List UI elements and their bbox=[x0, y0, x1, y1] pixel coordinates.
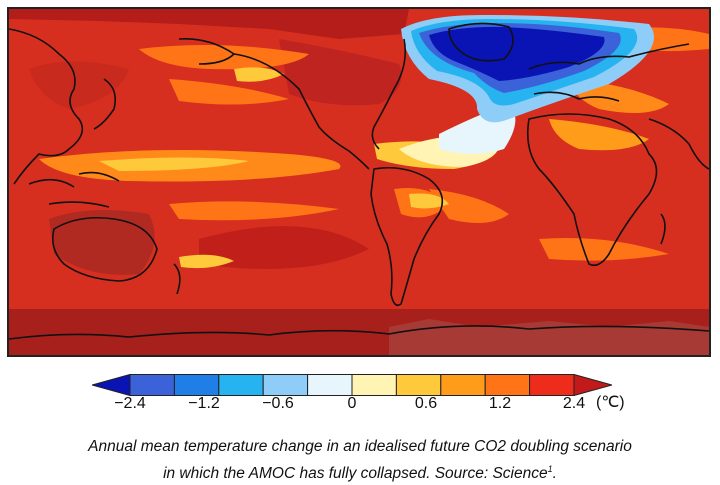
coastline-east-asia bbox=[9, 28, 84, 185]
temperature-map bbox=[7, 7, 711, 357]
cooling-pool-core bbox=[429, 26, 605, 81]
coastline-australia bbox=[51, 216, 158, 282]
coastline-arabia-india bbox=[648, 118, 709, 170]
orange-patch-africa-north bbox=[549, 119, 649, 151]
colorbar-segment bbox=[262, 374, 309, 396]
colorbar-segment bbox=[218, 374, 264, 396]
colorbar-tick-label: 0.6 bbox=[414, 395, 438, 412]
coastline-madagascar bbox=[660, 213, 666, 245]
orange-patch-north-pacific bbox=[139, 45, 309, 70]
coastline-antarctica bbox=[9, 325, 709, 340]
coastline-north-america-east bbox=[371, 38, 407, 150]
coastline-africa bbox=[526, 113, 658, 267]
colorbar-segment bbox=[173, 374, 220, 396]
orange-patch-south-atlantic bbox=[429, 189, 509, 223]
coastline-new-zealand bbox=[173, 263, 181, 295]
figure-caption: Annual mean temperature change in an ide… bbox=[0, 435, 720, 485]
coastline-europe bbox=[528, 43, 690, 102]
colorbar bbox=[92, 374, 612, 396]
coastline-maritime-continent bbox=[28, 171, 120, 208]
coastline-south-america bbox=[370, 166, 444, 307]
orange-patch-south-indian bbox=[539, 238, 669, 261]
coastlines bbox=[9, 22, 709, 340]
colorbar-tick-label: 1.2 bbox=[488, 395, 512, 412]
colorbar-tick-label: −1.2 bbox=[188, 395, 220, 412]
colorbar-segment bbox=[351, 374, 397, 396]
caption-line-2: in which the AMOC has fully collapsed. S… bbox=[0, 458, 720, 485]
dark-warming-region-antarctica bbox=[389, 319, 709, 355]
colorbar-extend-low bbox=[92, 374, 131, 396]
colorbar-tick-label: 0 bbox=[347, 395, 357, 412]
caption-line-2-end: . bbox=[552, 465, 557, 483]
colorbar-segment bbox=[484, 374, 531, 396]
dark-warming-region-pacific bbox=[199, 226, 369, 269]
coastline-north-america-west bbox=[233, 53, 370, 170]
colorbar-unit-label: (℃) bbox=[596, 394, 625, 411]
dark-warming-region-north bbox=[9, 9, 409, 39]
dark-warming-region-asia bbox=[29, 61, 129, 109]
caption-line-2-text: in which the AMOC has fully collapsed. S… bbox=[163, 465, 548, 483]
yellow-patch-south-pacific bbox=[179, 254, 234, 269]
yellow-patch-equatorial-pacific bbox=[99, 157, 249, 171]
temperature-map-canvas bbox=[9, 9, 709, 355]
colorbar-extend-high bbox=[573, 374, 612, 396]
colorbar-segment bbox=[395, 374, 442, 396]
dark-warming-region-north-america bbox=[279, 39, 402, 106]
caption-line-1: Annual mean temperature change in an ide… bbox=[88, 438, 632, 455]
colorbar-segment bbox=[129, 374, 175, 396]
coastline-greenland bbox=[448, 22, 514, 62]
colorbar-tick-label: −0.6 bbox=[262, 395, 294, 412]
yellow-patch-south-atlantic bbox=[409, 193, 449, 209]
caption-superscript: 1 bbox=[547, 464, 553, 474]
dark-warming-region-australia bbox=[49, 210, 155, 275]
coastline-japan bbox=[93, 78, 117, 130]
colorbar-tick-label: −2.4 bbox=[114, 395, 146, 412]
yellow-patch-alaska bbox=[234, 67, 284, 82]
colorbar-segment bbox=[440, 374, 486, 396]
colorbar-segment bbox=[307, 374, 353, 396]
colorbar-tick-label: 2.4 bbox=[562, 395, 586, 412]
colorbar-segment bbox=[529, 374, 575, 396]
orange-patch-south-pacific bbox=[169, 201, 339, 221]
orange-patch-asia-north bbox=[169, 79, 289, 105]
